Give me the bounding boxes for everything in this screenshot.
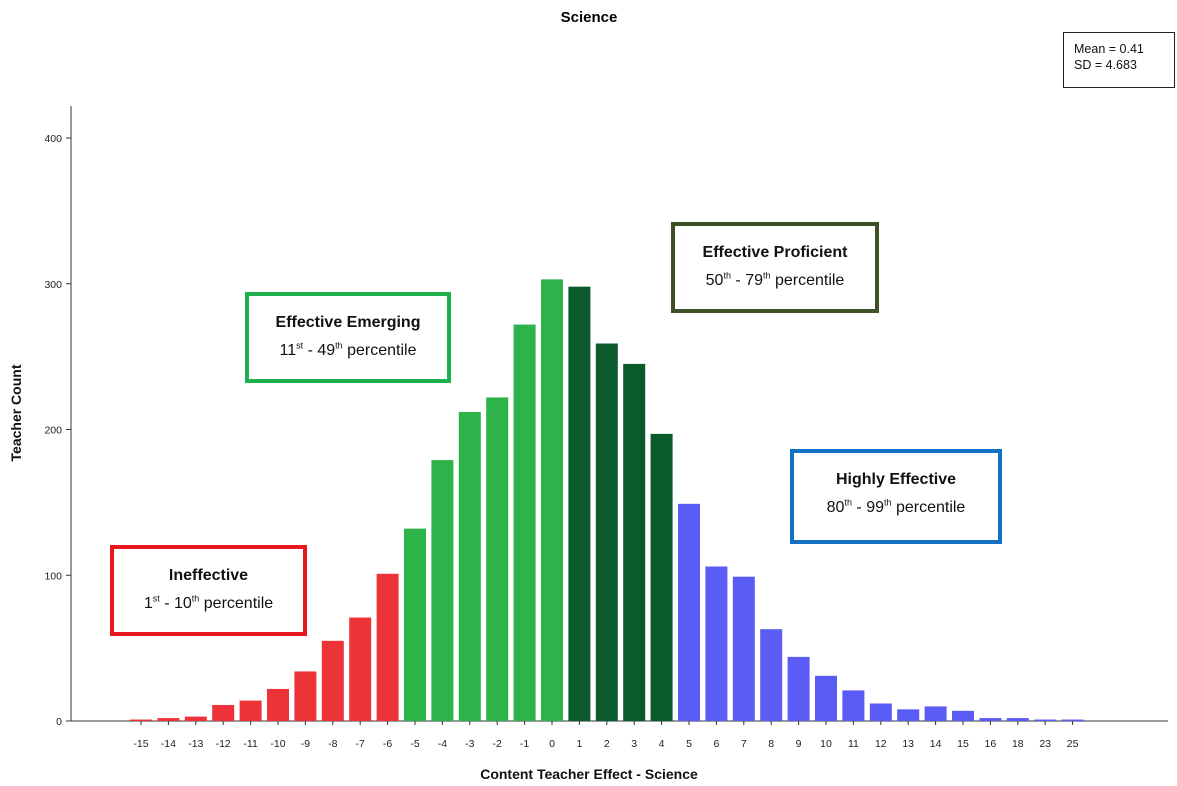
bar (513, 324, 536, 721)
x-tick-label: 6 (713, 738, 719, 750)
x-tick-label: 23 (1039, 738, 1051, 750)
bar (705, 566, 728, 721)
x-tick-label: -14 (161, 738, 176, 750)
category-box-effective-proficient: Effective Proficient 50th - 79th percent… (671, 222, 879, 313)
category-name: Highly Effective (835, 471, 957, 488)
x-tick-label: -1 (520, 738, 529, 750)
x-tick-label: 13 (902, 738, 914, 750)
bar (979, 718, 1002, 721)
bar (157, 718, 180, 721)
category-box-ineffective: Ineffective 1st - 10th percentile (110, 545, 307, 636)
statistics-box: Mean = 0.41 SD = 4.683 (1063, 32, 1175, 88)
bar (1034, 719, 1057, 721)
x-tick-label: -5 (410, 738, 419, 750)
bar (1006, 718, 1029, 721)
x-tick-label: -13 (188, 738, 203, 750)
bar (404, 528, 426, 721)
y-axis-label: Teacher Count (8, 364, 24, 461)
x-tick-label: 3 (631, 738, 637, 750)
x-tick-label: 16 (985, 738, 997, 750)
x-tick-label: 0 (549, 738, 555, 750)
x-tick-label: -2 (493, 738, 502, 750)
x-tick-label: 4 (659, 738, 665, 750)
bar (184, 716, 207, 721)
bar (952, 710, 974, 721)
x-tick-label: 15 (957, 738, 969, 750)
bar (431, 460, 454, 721)
bar (732, 576, 755, 721)
x-tick-label: -7 (356, 738, 365, 750)
bar (212, 704, 235, 721)
y-tick-label: 400 (44, 133, 62, 145)
bar (924, 706, 947, 721)
x-tick-label: -3 (465, 738, 474, 750)
bar (787, 656, 810, 721)
bar (897, 709, 920, 721)
bar (239, 700, 262, 721)
x-axis: -15 -14 -13 -12 -11 -10 -9 -8 -7 -6 -5 -4 -3 -2 -1 0 1 2 3… (71, 720, 1168, 750)
x-tick-label: 10 (820, 738, 832, 750)
bar (869, 703, 892, 721)
y-tick-label: 300 (44, 279, 62, 291)
x-tick-label: -4 (438, 738, 447, 750)
y-axis: 0 100 200 300 400 (44, 106, 72, 728)
bar (376, 573, 399, 721)
bar (294, 671, 317, 721)
y-tick-label: 200 (44, 425, 62, 437)
bar (842, 690, 865, 721)
bar (760, 629, 783, 721)
x-tick-label: -8 (328, 738, 337, 750)
bar (267, 688, 289, 721)
category-box-highly-effective: Highly Effective 80th - 99th percentile (790, 449, 1002, 544)
x-tick-label: -12 (216, 738, 231, 750)
category-range: 1st - 10th percentile (143, 593, 274, 612)
bar (623, 363, 646, 721)
x-tick-label: 5 (686, 738, 692, 750)
x-tick-label: -10 (270, 738, 285, 750)
category-range: 80th - 99th percentile (826, 497, 966, 516)
x-tick-label: 12 (875, 738, 887, 750)
mean-stat: Mean = 0.41 (1074, 42, 1144, 56)
bar (130, 719, 152, 721)
x-tick-label: 9 (796, 738, 802, 750)
y-tick-label: 100 (44, 570, 62, 582)
bar (568, 286, 591, 721)
bar (349, 617, 372, 721)
x-tick-label: 11 (848, 738, 859, 750)
bar (541, 279, 563, 721)
category-name: Effective Proficient (702, 244, 848, 261)
bar (650, 433, 673, 721)
x-tick-label: -9 (301, 738, 310, 750)
category-range: 11st - 49th percentile (279, 340, 417, 359)
bar (678, 503, 700, 721)
x-tick-label: -11 (243, 738, 258, 750)
category-name: Ineffective (168, 567, 249, 584)
bar (458, 412, 481, 721)
x-tick-label: 1 (576, 738, 582, 750)
bar (595, 343, 618, 721)
bar (321, 640, 344, 721)
x-tick-label: -6 (383, 738, 392, 750)
x-axis-label: Content Teacher Effect - Science (480, 766, 698, 782)
y-tick-label: 0 (56, 716, 62, 728)
x-tick-label: 2 (604, 738, 610, 750)
category-box-effective-emerging: Effective Emerging 11st - 49th percentil… (245, 292, 451, 383)
sd-stat: SD = 4.683 (1074, 58, 1137, 72)
category-name: Effective Emerging (275, 314, 421, 331)
x-tick-label: 25 (1067, 738, 1079, 750)
category-range: 50th - 79th percentile (705, 270, 845, 289)
bar (815, 675, 837, 721)
bar (1061, 719, 1084, 721)
bar (486, 397, 509, 721)
x-tick-label: 7 (741, 738, 747, 750)
bars-group (130, 279, 1084, 721)
chart-title: Science (561, 9, 618, 26)
x-tick-label: -15 (133, 738, 148, 750)
x-tick-label: 8 (768, 738, 774, 750)
x-tick-label: 18 (1012, 738, 1024, 750)
x-tick-label: 14 (930, 738, 942, 750)
